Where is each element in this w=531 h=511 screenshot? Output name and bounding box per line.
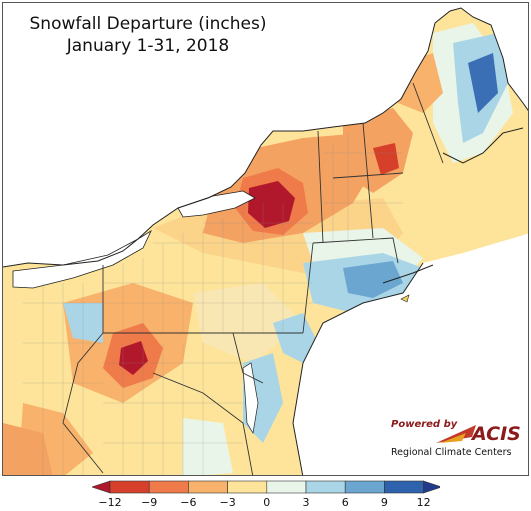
- acis-logo: Powered by ACIS Regional Climate Centers: [386, 417, 526, 463]
- colorbar-min-arrow: [92, 480, 111, 494]
- colorbar-swatch: [384, 480, 424, 494]
- colorbar-swatch: [344, 480, 385, 494]
- map-title: Snowfall Departure (inches): [29, 14, 267, 34]
- colorbar-tick-label: 3: [302, 496, 310, 509]
- swoosh-icon: [436, 425, 476, 443]
- colorbar-swatch: [305, 480, 346, 494]
- colorbar-swatch: [148, 480, 189, 494]
- map-panel: Snowfall Departure (inches) January 1-31…: [2, 2, 529, 476]
- map-date-range: January 1-31, 2018: [66, 36, 230, 56]
- colorbar-max-arrow: [423, 480, 440, 494]
- colorbar-tick-label: −6: [180, 496, 197, 509]
- colorbar-swatch: [109, 480, 150, 494]
- colorbar-legend: [92, 480, 440, 494]
- colorbar-tick-label: −3: [219, 496, 236, 509]
- powered-by-text: Powered by: [391, 419, 458, 430]
- colorbar-tick-label: 12: [416, 496, 431, 509]
- colorbar-tick-label: 6: [341, 496, 349, 509]
- snowfall-departure-map: [3, 3, 528, 475]
- acis-brand: ACIS: [472, 423, 521, 445]
- colorbar-tick-label: 0: [263, 496, 271, 509]
- colorbar-tick-label: −9: [141, 496, 158, 509]
- colorbar-swatch: [266, 480, 307, 494]
- colorbar-swatch: [227, 480, 268, 494]
- colorbar-tick-label: −12: [98, 496, 122, 509]
- rcc-subtitle: Regional Climate Centers: [391, 447, 512, 458]
- colorbar-tick-label: 9: [380, 496, 388, 509]
- colorbar-swatch: [188, 480, 228, 494]
